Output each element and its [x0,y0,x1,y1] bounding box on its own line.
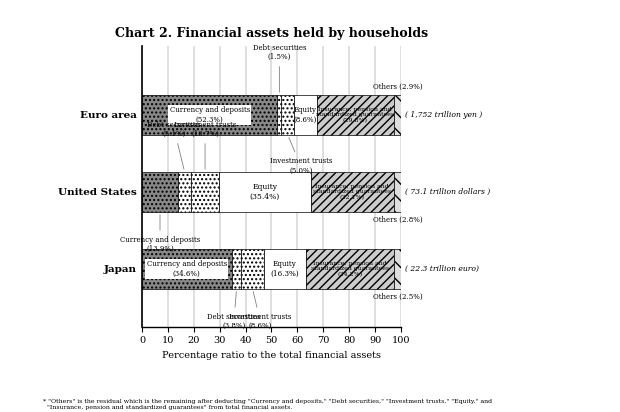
Bar [277,95,281,135]
Text: Investment trusts
(10.7%): Investment trusts (10.7%) [174,121,236,169]
Text: * "Others" is the residual which is the remaining after deducting "Currency and : * "Others" is the residual which is the … [43,399,492,410]
Text: Debt securities
(1.5%): Debt securities (1.5%) [252,44,306,92]
Bar [394,172,401,212]
Text: ( 1,752 trillion yen ): ( 1,752 trillion yen ) [405,111,482,119]
Text: Debt securities
(3.8%): Debt securities (3.8%) [207,292,260,330]
Title: Chart 2. Financial assets held by households: Chart 2. Financial assets held by househ… [115,27,428,40]
Text: Insurance, pension and
standardized guarantees
(34.2%): Insurance, pension and standardized guar… [311,260,389,277]
Bar [394,95,401,135]
Bar [142,249,232,289]
Text: Others (2.8%): Others (2.8%) [373,216,422,224]
Text: ( 22.3 trillion euro): ( 22.3 trillion euro) [405,265,479,273]
Text: Investment trusts
(8.6%): Investment trusts (8.6%) [229,292,291,330]
Text: Insurance, pension and
standardized guarantees
(32.1%): Insurance, pension and standardized guar… [313,184,391,200]
Text: Equity
(8.6%): Equity (8.6%) [294,106,317,124]
Bar [264,249,306,289]
Bar [178,172,191,212]
Text: ( 73.1 trillion dollars ): ( 73.1 trillion dollars ) [405,188,490,196]
Bar [281,95,294,135]
Text: Currency and deposits
(52.3%): Currency and deposits (52.3%) [170,106,250,124]
Text: Investment trusts
(5.0%): Investment trusts (5.0%) [270,138,332,175]
Text: Equity
(16.3%): Equity (16.3%) [270,260,299,278]
Text: Debt securities
(5.1%): Debt securities (5.1%) [148,121,201,169]
Bar [306,249,394,289]
Bar [294,95,317,135]
Text: Currency and deposits
(13.9%): Currency and deposits (13.9%) [120,215,200,253]
Text: Others (2.9%): Others (2.9%) [373,83,422,91]
Text: Equity
(35.4%): Equity (35.4%) [250,183,280,201]
Bar [142,95,277,135]
Bar [317,95,394,135]
Bar [219,172,311,212]
Text: Insurance, pension and
standardized guarantees
(29.8%): Insurance, pension and standardized guar… [316,107,394,123]
Bar [394,249,401,289]
Text: Others (2.5%): Others (2.5%) [373,293,422,301]
Bar [232,249,241,289]
Bar [191,172,219,212]
Bar [142,172,178,212]
Bar [311,172,394,212]
Bar [241,249,264,289]
Text: Currency and deposits
(34.6%): Currency and deposits (34.6%) [147,260,227,278]
X-axis label: Percentage ratio to the total financial assets: Percentage ratio to the total financial … [162,351,381,360]
